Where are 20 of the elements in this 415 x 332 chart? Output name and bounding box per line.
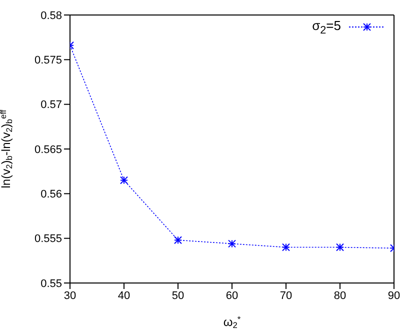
point [282,243,290,252]
y-tick-label: 0.555 [34,233,62,246]
point [336,243,344,252]
y-tick-label: 0.575 [34,54,62,67]
y-tick-label: 0.58 [40,10,62,22]
y-tick-label: 0.55 [40,278,62,290]
point [228,240,236,248]
x-tick-label: 40 [118,290,130,302]
x-tick-label: 30 [64,290,76,302]
legend-label: σ$_{2}$=5 [312,18,341,37]
y-tick-label: 0.56 [40,188,62,201]
y-tick-label: 0.565 [34,144,62,156]
point [120,176,128,184]
x-tick-label: 80 [334,290,346,302]
x-tick-label: 70 [280,290,292,302]
y-tick-label: 0.57 [40,99,62,112]
x-tick-label: 50 [172,290,184,302]
point [174,236,182,244]
x-tick-label: 90 [388,290,400,302]
x-tick-label: 60 [226,290,238,302]
